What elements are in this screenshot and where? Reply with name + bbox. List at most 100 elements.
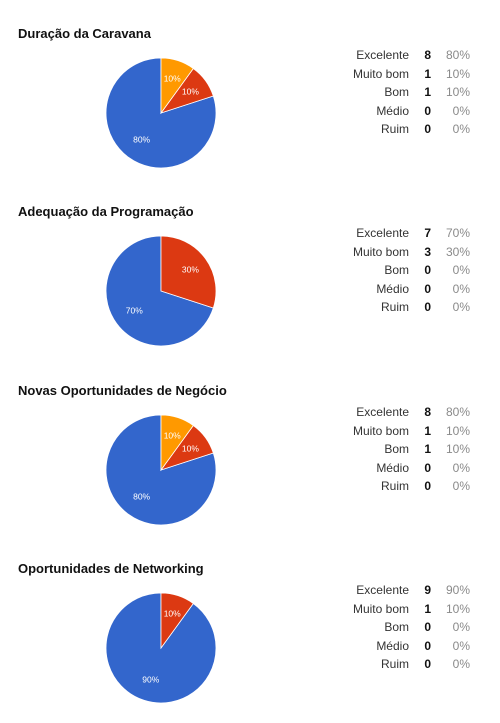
table-row: Excelente 9 90% [350,581,470,600]
rating-label: Bom [384,85,409,99]
response-count: 1 [424,442,431,456]
response-percent: 10% [445,85,470,99]
rating-label: Médio [376,638,409,653]
chart-title: Oportunidades de Networking [18,561,204,576]
response-percent: 80% [445,405,470,419]
response-count: 3 [424,244,431,259]
rating-label: Excelente [356,405,409,419]
response-count: 0 [424,479,431,493]
response-summary-table: Excelente 7 70% Muito bom 3 30% Bom 0 0% Médio 0 0%… [350,224,470,317]
response-percent: 70% [445,226,470,240]
pie-chart: 80% 10%10% [105,57,217,169]
rating-label: Ruim [380,657,409,671]
response-count: 0 [424,263,431,277]
rating-label: Bom [384,620,409,634]
rating-label: Médio [376,460,409,475]
table-row: Muito bom 3 30% [350,243,470,262]
table-row: Excelente 8 80% [350,46,470,65]
table-row: Médio 0 0% [350,459,470,478]
response-count: 0 [424,657,431,671]
table-row: Muito bom 1 10% [350,600,470,619]
chart-title: Duração da Caravana [18,26,151,41]
pie-slice-bom [160,414,194,472]
table-row: Ruim 0 0% [350,655,470,674]
pie-slice-excelente [105,235,214,347]
slice-percent-label: 10% [182,444,199,454]
response-count: 0 [424,460,431,475]
response-percent: 10% [445,66,470,81]
response-count: 0 [424,122,431,136]
response-percent: 0% [452,263,470,277]
response-percent: 10% [445,442,470,456]
response-percent: 0% [452,479,470,493]
response-summary-table: Excelente 8 80% Muito bom 1 10% Bom 1 10% Médio 0 0… [350,46,470,139]
response-count: 0 [424,300,431,314]
response-count: 8 [424,48,431,62]
table-row: Bom 0 0% [350,618,470,637]
rating-label: Médio [376,281,409,296]
chart-section: Novas Oportunidades de Negócio 80% 10% 10% E… [0,357,500,535]
chart-section: Duração da Caravana 80% 10% 10% Excelente 8 80… [0,0,500,178]
table-row: Médio 0 0% [350,637,470,656]
slice-percent-label: 10% [164,430,181,440]
rating-label: Bom [384,442,409,456]
rating-label: Muito bom [352,66,409,81]
response-percent: 90% [445,583,470,597]
chart-title: Novas Oportunidades de Negócio [18,383,227,398]
response-count: 9 [424,583,431,597]
response-percent: 0% [452,657,470,671]
response-count: 0 [424,103,431,118]
response-percent: 0% [452,300,470,314]
response-count: 0 [424,638,431,653]
table-row: Muito bom 1 10% [350,422,470,441]
response-percent: 30% [445,244,470,259]
slice-percent-label: 10% [164,608,181,618]
table-row: Bom 0 0% [350,261,470,280]
pie-slice-muito-bom [160,592,194,650]
response-percent: 0% [452,281,470,296]
response-count: 7 [424,226,431,240]
pie-slice-muito-bom [160,235,217,309]
slice-percent-label: 90% [142,674,159,684]
response-percent: 0% [452,460,470,475]
pie-chart: 90% 10% [105,592,217,704]
slice-percent-label: 80% [133,492,150,502]
table-row: Ruim 0 0% [350,477,470,496]
chart-section: Oportunidades de Networking 90% 10% Excelen… [0,535,500,713]
table-row: Excelente 7 70% [350,224,470,243]
pie-chart: 80% 10%10% [105,414,217,526]
rating-label: Ruim [380,122,409,136]
response-count: 0 [424,281,431,296]
response-count: 1 [424,423,431,438]
rating-label: Muito bom [352,423,409,438]
rating-label: Ruim [380,300,409,314]
table-row: Muito bom 1 10% [350,65,470,84]
rating-label: Muito bom [352,601,409,616]
slice-percent-label: 70% [126,305,143,315]
response-count: 1 [424,66,431,81]
response-percent: 10% [445,601,470,616]
table-row: Excelente 8 80% [350,403,470,422]
rating-label: Excelente [356,226,409,240]
pie-slice-bom [160,57,194,115]
slice-percent-label: 10% [182,87,199,97]
table-row: Ruim 0 0% [350,298,470,317]
slice-percent-label: 10% [164,73,181,83]
response-percent: 10% [445,423,470,438]
response-summary-table: Excelente 8 80% Muito bom 1 10% Bom 1 10% Médio 0 0… [350,403,470,496]
response-count: 1 [424,85,431,99]
rating-label: Bom [384,263,409,277]
rating-label: Ruim [380,479,409,493]
chart-section: Adequação da Programação 70% 30% Excelente 7… [0,178,500,356]
table-row: Bom 1 10% [350,83,470,102]
response-percent: 0% [452,122,470,136]
chart-title: Adequação da Programação [18,204,194,219]
response-percent: 0% [452,620,470,634]
response-percent: 0% [452,103,470,118]
response-count: 0 [424,620,431,634]
response-percent: 0% [452,638,470,653]
rating-label: Excelente [356,583,409,597]
table-row: Ruim 0 0% [350,120,470,139]
rating-label: Médio [376,103,409,118]
slice-percent-label: 80% [133,135,150,145]
